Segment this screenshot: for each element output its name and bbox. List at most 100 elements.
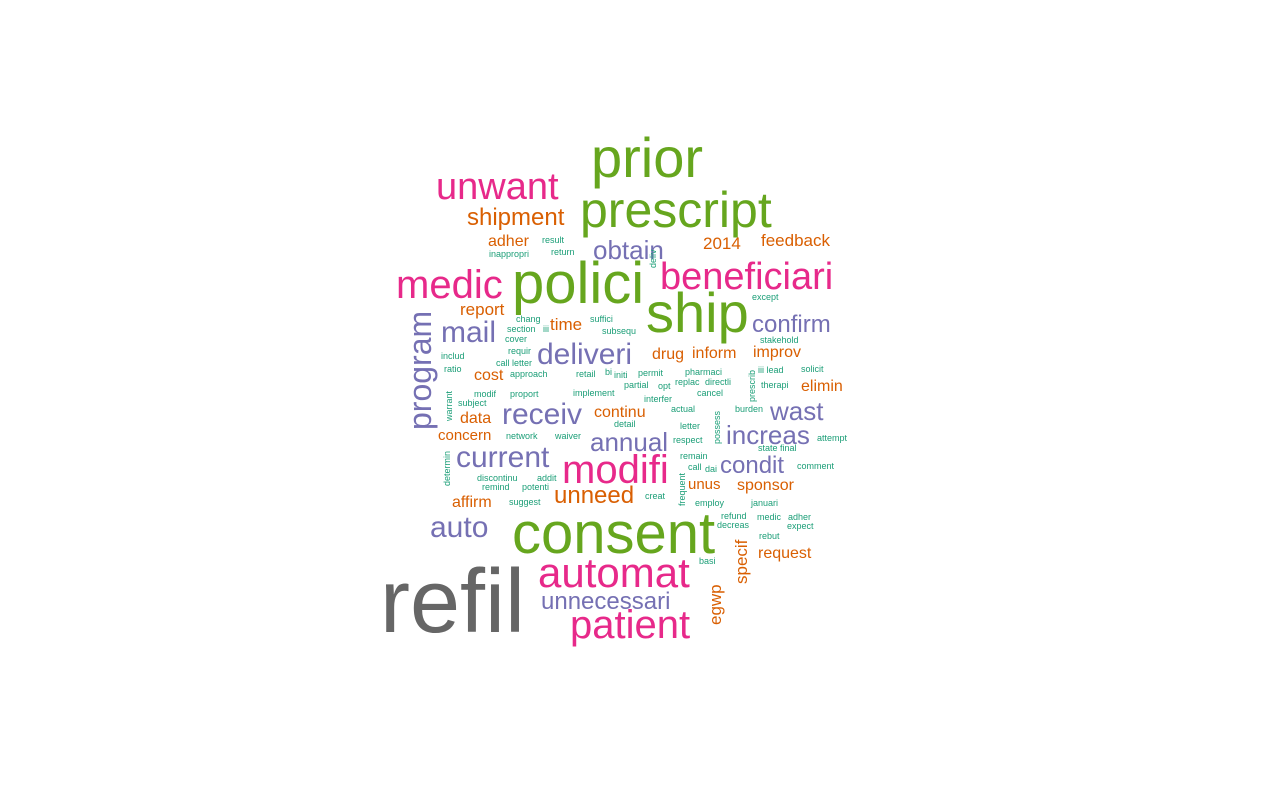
word-automat: automat bbox=[538, 549, 690, 596]
word-implement: implement bbox=[573, 388, 615, 398]
word-directli: directli bbox=[705, 377, 732, 387]
word-detail: detail bbox=[614, 419, 636, 429]
word-except: except bbox=[752, 292, 779, 302]
word-deliveri: deliveri bbox=[537, 338, 633, 371]
word-iii-lead: iii lead bbox=[758, 365, 784, 375]
word-return: return bbox=[551, 247, 575, 257]
word-auto: auto bbox=[430, 511, 489, 544]
word-solicit: solicit bbox=[801, 364, 824, 374]
word-affirm: affirm bbox=[452, 494, 492, 511]
word-waiver: waiver bbox=[555, 431, 582, 441]
word-januari: januari bbox=[751, 498, 779, 508]
word-addit: addit bbox=[537, 473, 557, 483]
word-subject: subject bbox=[458, 398, 487, 408]
word-comment: comment bbox=[797, 461, 835, 471]
word-sponsor: sponsor bbox=[737, 477, 794, 494]
word-approach: approach bbox=[510, 369, 548, 379]
word-possess: possess bbox=[712, 410, 722, 444]
word-suffici: suffici bbox=[590, 314, 613, 324]
word-frequent: frequent bbox=[677, 472, 687, 506]
word-result: result bbox=[542, 235, 565, 245]
word-egwp: egwp bbox=[706, 584, 725, 625]
word-replac: replac bbox=[675, 377, 700, 387]
word-network: network bbox=[506, 431, 538, 441]
word-unnecessari: unnecessari bbox=[541, 588, 671, 615]
word-mail: mail bbox=[441, 316, 497, 349]
word-dai: dai bbox=[705, 464, 718, 474]
word-requir: requir bbox=[508, 346, 532, 356]
word-cost: cost bbox=[474, 367, 504, 384]
word-pharmaci: pharmaci bbox=[685, 367, 723, 377]
word-subsequ: subsequ bbox=[602, 326, 637, 336]
word-patient: patient bbox=[570, 603, 691, 647]
word-permit: permit bbox=[638, 368, 664, 378]
word-wast: wast bbox=[770, 396, 824, 426]
word-adher-small: adher bbox=[788, 512, 812, 522]
word-unneed: unneed bbox=[554, 482, 635, 509]
word-interfer: interfer bbox=[644, 394, 673, 404]
word-program: program bbox=[402, 310, 438, 430]
word-rebut: rebut bbox=[759, 531, 780, 541]
word-call: call bbox=[688, 462, 702, 472]
word-unus: unus bbox=[688, 476, 721, 493]
word-therapi: therapi bbox=[761, 380, 789, 390]
word-warrant: warrant bbox=[444, 390, 454, 421]
word-feedback: feedback bbox=[761, 231, 830, 250]
word-medic-small: medic bbox=[757, 512, 782, 522]
word-specif: specif bbox=[732, 539, 751, 584]
word-stakehold: stakehold bbox=[760, 335, 799, 345]
word-confirm: confirm bbox=[752, 311, 831, 338]
word-suggest: suggest bbox=[509, 497, 541, 507]
word-adher: adher bbox=[488, 233, 529, 250]
word-obtain: obtain bbox=[593, 235, 664, 265]
word-annual: annual bbox=[590, 427, 669, 457]
word-shipment: shipment bbox=[467, 204, 565, 231]
word-opt: opt bbox=[658, 381, 671, 391]
word-call-letter: call letter bbox=[496, 358, 533, 368]
word-potenti: potenti bbox=[522, 482, 550, 492]
word-ship: ship bbox=[646, 281, 749, 344]
word-medic: medic bbox=[396, 263, 503, 307]
word-inappropri: inappropri bbox=[489, 249, 530, 259]
word-decreas: decreas bbox=[717, 520, 750, 530]
word-data: data bbox=[460, 410, 492, 427]
word-modifi: modifi bbox=[562, 448, 669, 492]
word-improv: improv bbox=[753, 344, 802, 361]
word-includ: includ bbox=[441, 351, 465, 361]
word-refund: refund bbox=[721, 511, 747, 521]
word-remind: remind bbox=[482, 482, 510, 492]
word-prior: prior bbox=[591, 126, 704, 189]
word-state-final: state final bbox=[758, 443, 797, 453]
word-unwant: unwant bbox=[436, 166, 559, 208]
word-iii: iii bbox=[543, 324, 549, 334]
word-time: time bbox=[550, 315, 583, 334]
word-basi: basi bbox=[699, 556, 716, 566]
word-creat: creat bbox=[645, 491, 666, 501]
word-deliv: deliv bbox=[648, 249, 658, 268]
word-ratio: ratio bbox=[444, 364, 462, 374]
word-attempt: attempt bbox=[817, 433, 848, 443]
word-request: request bbox=[758, 545, 812, 562]
word-beneficiari: beneficiari bbox=[660, 256, 834, 298]
word-condit: condit bbox=[720, 452, 785, 479]
word-2014: 2014 bbox=[703, 234, 741, 253]
word-remain: remain bbox=[680, 451, 708, 461]
word-proport: proport bbox=[510, 389, 539, 399]
word-discontinu: discontinu bbox=[477, 473, 518, 483]
word-increas: increas bbox=[726, 420, 810, 450]
word-chang: chang bbox=[516, 314, 541, 324]
word-section: section bbox=[507, 324, 536, 334]
word-letter: letter bbox=[680, 421, 701, 431]
word-current: current bbox=[456, 441, 550, 474]
word-cover: cover bbox=[505, 334, 528, 344]
word-polici: polici bbox=[512, 251, 645, 316]
word-continu: continu bbox=[594, 404, 646, 421]
word-prescript: prescript bbox=[580, 182, 772, 238]
word-refil: refil bbox=[380, 552, 526, 652]
word-drug: drug bbox=[652, 346, 685, 363]
word-burden: burden bbox=[735, 404, 764, 414]
word-modif: modif bbox=[474, 389, 497, 399]
word-expect: expect bbox=[787, 521, 814, 531]
word-elimin: elimin bbox=[801, 378, 843, 395]
